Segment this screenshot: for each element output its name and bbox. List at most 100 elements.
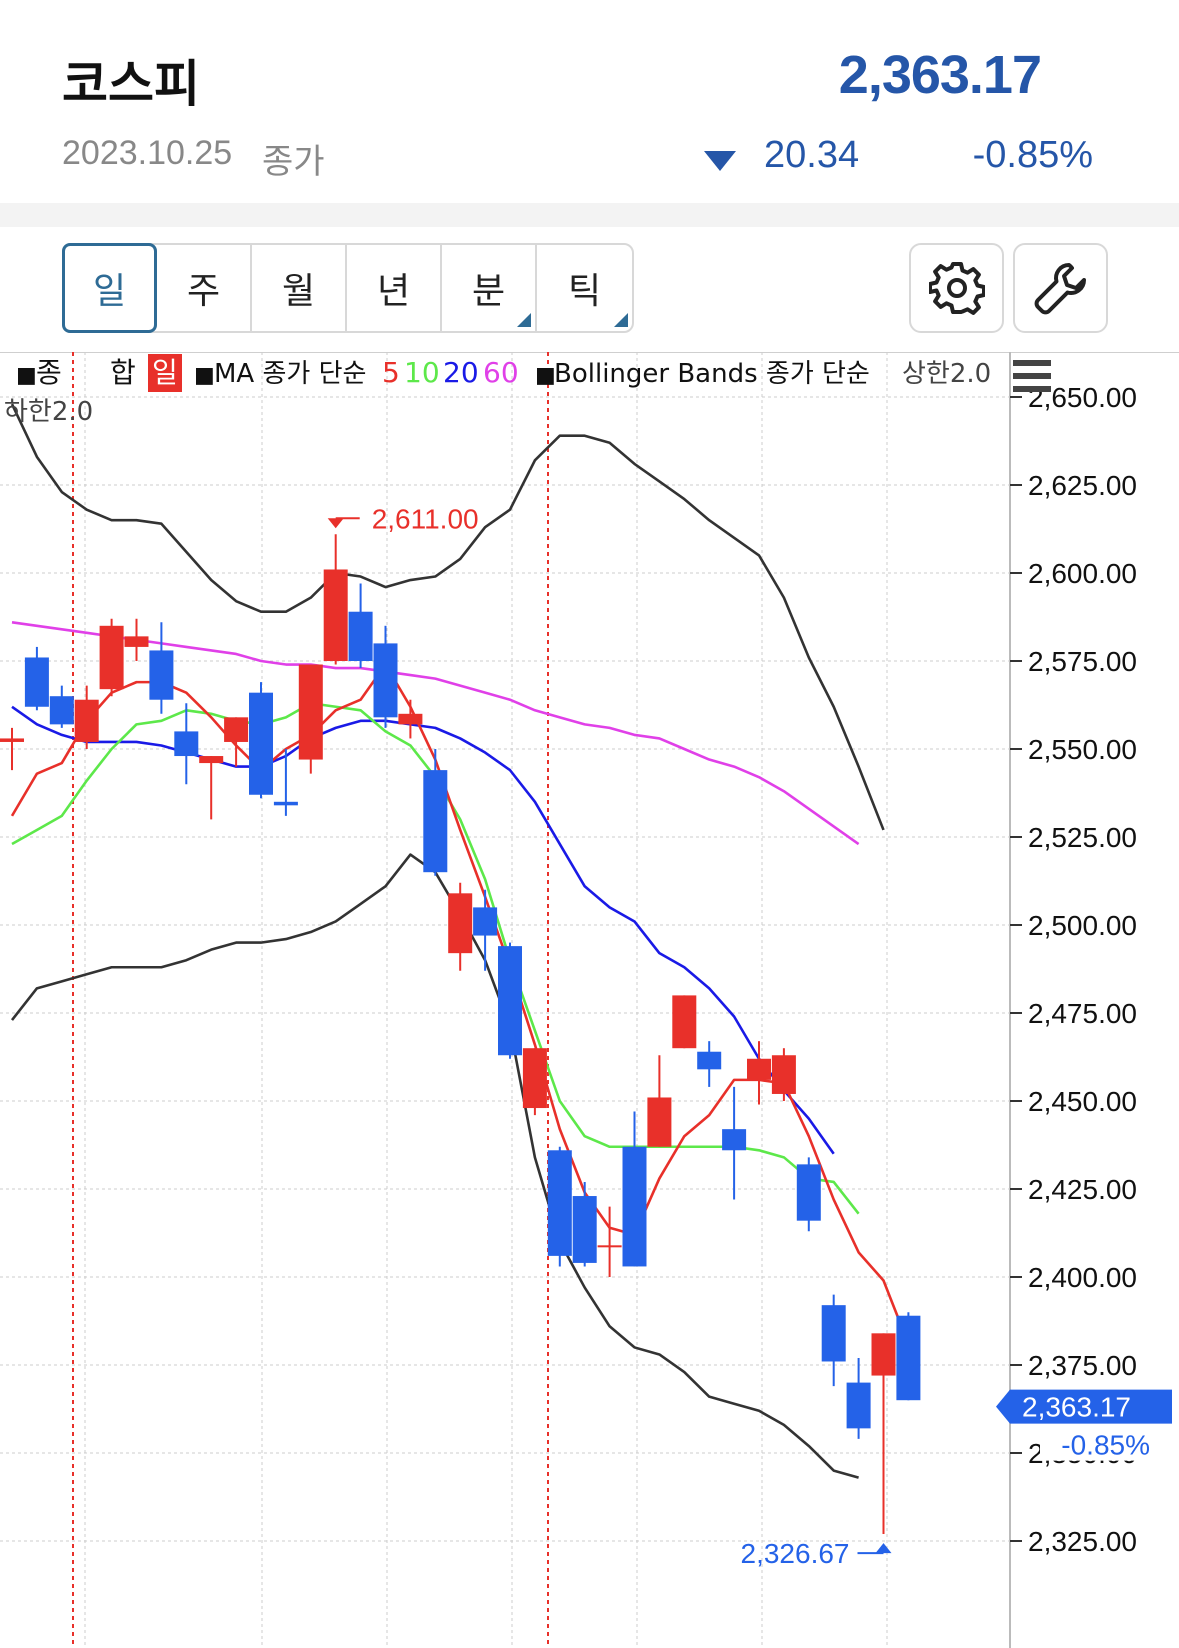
close-label: 종가: [262, 142, 325, 182]
down-triangle-icon: [704, 151, 736, 171]
tab-month[interactable]: 월: [252, 245, 347, 331]
candle: [522, 1048, 547, 1116]
gear-icon: [928, 262, 985, 315]
candle-body: [398, 713, 423, 725]
chart-legend: ■ 종 합 일 ■ MA 종가 단순 5 10 20 60 ■ Bollinge…: [4, 354, 991, 427]
section-divider: [0, 203, 1179, 227]
candle-body: [747, 1058, 771, 1080]
min-price-label: 2,326.67: [741, 1538, 850, 1569]
candle: [597, 1206, 622, 1277]
price-change: 20.34: [764, 134, 860, 176]
candle-body: [572, 1196, 597, 1263]
legend-ma-60: 60: [483, 356, 519, 389]
candle-body: [273, 801, 298, 806]
y-axis-label: 2,425.00: [1028, 1174, 1137, 1205]
candle-body: [124, 636, 149, 647]
min-marker-arrow: [875, 1543, 892, 1554]
ma20-line: [11, 705, 835, 1155]
candle: [747, 1041, 771, 1105]
candle-body: [174, 731, 199, 757]
legend-bb-marker: ■: [535, 363, 556, 388]
candle-body: [672, 995, 697, 1049]
candle: [473, 889, 498, 971]
candle: [373, 625, 398, 728]
candle: [771, 1048, 796, 1101]
submenu-corner-icon: [517, 313, 531, 327]
candle-body: [697, 1051, 722, 1070]
y-axis-label: 2,600.00: [1028, 558, 1137, 589]
y-axis-label: 2,525.00: [1028, 822, 1137, 853]
candle-body: [224, 717, 249, 742]
chart-canvas: 2,611.002,326.67 2,650.002,625.002,600.0…: [0, 352, 1179, 1648]
quote-date: 2023.10.25: [62, 134, 233, 172]
tools-button[interactable]: [1013, 243, 1108, 333]
tab-day[interactable]: 일: [62, 243, 157, 333]
candle: [74, 685, 99, 749]
candlestick-chart[interactable]: 2,611.00 2,326.67 2,650.00 2,625.00 2,600.0…: [0, 352, 1179, 1648]
legend-bb-lower: 하한2.0: [4, 397, 93, 427]
candle: [498, 942, 522, 1059]
ma60-line: [11, 620, 860, 846]
candle-body: [373, 643, 398, 718]
period-tabs: 일 주 월 년 분 틱: [62, 243, 634, 333]
candle: [99, 618, 124, 697]
candle-body: [547, 1150, 572, 1256]
candle: [224, 717, 249, 767]
candle-body: [722, 1129, 747, 1151]
candle: [871, 1333, 896, 1534]
candle: [124, 618, 149, 661]
candle-body: [771, 1055, 796, 1094]
legend-bb-upper: 상한2.0: [902, 359, 991, 389]
candle: [298, 664, 323, 774]
candle: [348, 583, 373, 669]
candle: [896, 1312, 921, 1401]
candle-body: [99, 625, 124, 690]
candle-body: [298, 664, 323, 760]
hamburger-icon[interactable]: [1013, 360, 1051, 392]
candle: [398, 699, 423, 739]
y-axis-label: 2,500.00: [1028, 910, 1137, 941]
tab-minute[interactable]: 분: [442, 245, 537, 331]
current-price: 2,363.17: [838, 45, 1042, 105]
candle-body: [522, 1048, 547, 1109]
candle-body: [49, 696, 74, 725]
legend-day-badge: 일: [152, 356, 178, 389]
legend-ma-marker: ■: [194, 363, 215, 388]
candle-body: [74, 699, 99, 742]
tab-year[interactable]: 년: [347, 245, 442, 331]
candle-body: [24, 657, 49, 707]
wrench-icon: [1034, 263, 1086, 315]
candle-body: [597, 1245, 622, 1248]
candle-body: [249, 692, 273, 795]
candle: [273, 749, 298, 816]
y-axis-label: 2,475.00: [1028, 998, 1137, 1029]
candle-body: [348, 611, 373, 661]
candle-body: [199, 756, 224, 764]
candle: [149, 622, 174, 714]
y-axis-label: 2,400.00: [1028, 1262, 1137, 1293]
candle: [672, 995, 697, 1049]
candle: [0, 727, 24, 771]
candle-body: [423, 770, 448, 873]
candle-body: [448, 893, 473, 954]
candle: [323, 534, 348, 665]
legend-ma-10: 10: [404, 356, 440, 389]
candle: [49, 685, 74, 728]
tab-tick[interactable]: 틱: [537, 245, 632, 331]
candle-body: [498, 946, 522, 1056]
candle: [448, 882, 473, 971]
day-badge: [148, 354, 182, 392]
settings-button[interactable]: [909, 243, 1004, 333]
legend-ma-20: 20: [443, 356, 479, 389]
current-price-label: 2,363.17: [1022, 1392, 1131, 1423]
y-axis-label: 2,575.00: [1028, 646, 1137, 677]
candle: [547, 1146, 572, 1267]
candle: [846, 1357, 871, 1439]
candle-body: [473, 907, 498, 936]
legend-bb-label: Bollinger Bands 종가 단순: [554, 359, 870, 389]
tab-week[interactable]: 주: [157, 245, 252, 331]
legend-ma-5: 5: [382, 356, 400, 389]
candle: [174, 703, 199, 785]
candle: [572, 1181, 597, 1267]
candle: [821, 1294, 846, 1387]
